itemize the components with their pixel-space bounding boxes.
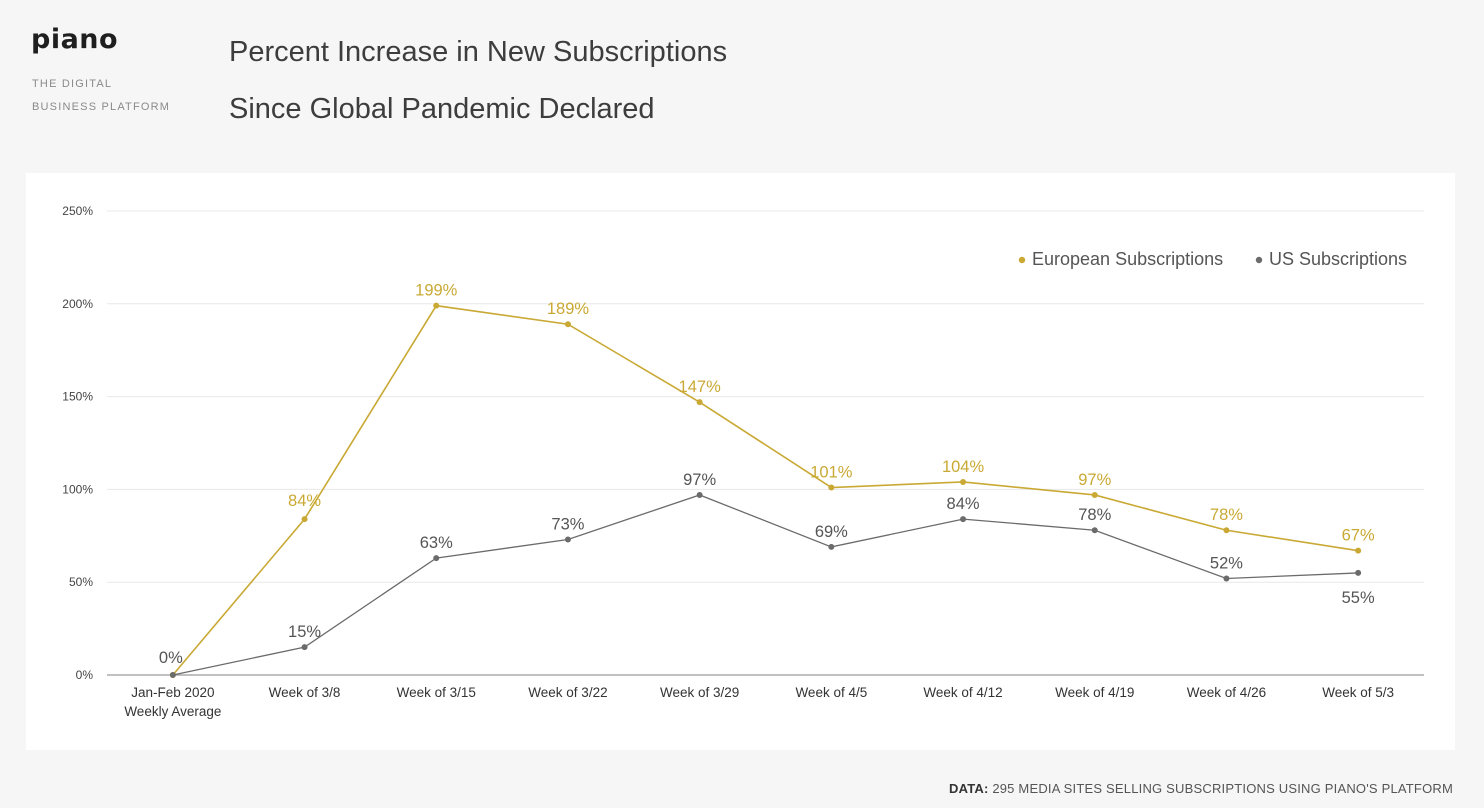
x-tick-label: Week of 5/3 [1322, 685, 1394, 700]
x-tick-label: Week of 4/12 [923, 685, 1002, 700]
page-title: Percent Increase in New Subscriptions Si… [229, 24, 727, 138]
data-point-european [696, 399, 703, 406]
data-point-european [564, 321, 571, 328]
data-label-us: 0% [159, 649, 183, 667]
x-tick-label: Week of 4/5 [795, 685, 867, 700]
legend-marker-european [1018, 256, 1026, 264]
data-point-us [169, 672, 176, 678]
y-tick-label: 150% [62, 390, 93, 404]
y-tick-label: 0% [76, 668, 94, 682]
legend-label-us: US Subscriptions [1269, 249, 1407, 269]
brand-logo: piano [31, 24, 119, 55]
data-label-european: 101% [810, 464, 853, 482]
data-point-european [828, 484, 835, 491]
data-label-us: 63% [420, 534, 453, 552]
x-tick-label: Week of 3/15 [397, 685, 476, 700]
data-label-us: 78% [1078, 506, 1111, 524]
legend-label-european: European Subscriptions [1032, 249, 1223, 269]
data-source-footer: DATA: 295 MEDIA SITES SELLING SUBSCRIPTI… [949, 781, 1453, 796]
data-label-us: 69% [815, 523, 848, 541]
data-label-european: 78% [1210, 506, 1243, 524]
y-tick-label: 50% [69, 575, 93, 589]
x-tick-label: Week of 4/26 [1187, 685, 1266, 700]
data-label-european: 199% [415, 282, 458, 300]
brand-tagline-line2: BUSINESS PLATFORM [32, 101, 171, 113]
data-label-us: 97% [683, 471, 716, 489]
series-line-us [172, 494, 1359, 676]
y-tick-label: 100% [62, 482, 93, 496]
x-tick-label: Week of 3/8 [269, 685, 341, 700]
x-tick-label: Weekly Average [124, 704, 221, 719]
data-label-us: 84% [947, 495, 980, 513]
legend-marker-us [1255, 256, 1263, 264]
data-point-european [1355, 547, 1362, 554]
data-point-european [301, 516, 308, 523]
footer-text: 295 MEDIA SITES SELLING SUBSCRIPTIONS US… [992, 781, 1453, 796]
data-label-european: 104% [942, 458, 985, 476]
data-label-european: 97% [1078, 471, 1111, 489]
x-tick-label: Week of 3/22 [528, 685, 607, 700]
data-label-us: 73% [551, 516, 584, 534]
data-point-us [301, 644, 308, 651]
data-label-european: 147% [679, 378, 722, 396]
y-tick-label: 250% [62, 204, 93, 218]
data-point-us [1355, 569, 1362, 576]
data-point-european [433, 302, 440, 309]
data-point-us [1091, 527, 1098, 534]
data-point-us [564, 536, 571, 543]
data-point-us [433, 555, 440, 562]
data-label-european: 67% [1342, 527, 1375, 545]
data-point-us [1223, 575, 1230, 582]
data-point-us [960, 516, 967, 523]
brand-tagline: THE DIGITAL BUSINESS PLATFORM [32, 73, 170, 119]
title-line2: Since Global Pandemic Declared [229, 93, 655, 125]
footer-label: DATA: [948, 781, 989, 796]
x-tick-label: Week of 4/19 [1055, 685, 1134, 700]
data-point-us [696, 491, 703, 498]
series-line-european [172, 304, 1359, 676]
data-point-european [1091, 491, 1098, 498]
data-point-us [828, 543, 835, 550]
title-line1: Percent Increase in New Subscriptions [229, 36, 728, 68]
brand-tagline-line1: THE DIGITAL [32, 78, 113, 90]
line-chart: 0% 50% 100% 150% 200% 250% Jan-Feb 2020 Weekly … [62, 204, 1424, 719]
data-label-european: 84% [288, 492, 321, 510]
data-label-us: 55% [1342, 589, 1375, 607]
chart-card: 0% 50% 100% 150% 200% 250% Jan-Feb 2020 Weekly … [26, 173, 1455, 750]
y-tick-label: 200% [62, 297, 93, 311]
x-tick-label: Week of 3/29 [660, 685, 739, 700]
data-label-us: 52% [1210, 554, 1243, 572]
data-point-european [960, 478, 967, 485]
data-label-european: 189% [547, 300, 590, 318]
data-point-european [1223, 527, 1230, 534]
x-tick-label: Jan-Feb 2020 [131, 685, 214, 700]
data-label-us: 15% [288, 623, 321, 641]
